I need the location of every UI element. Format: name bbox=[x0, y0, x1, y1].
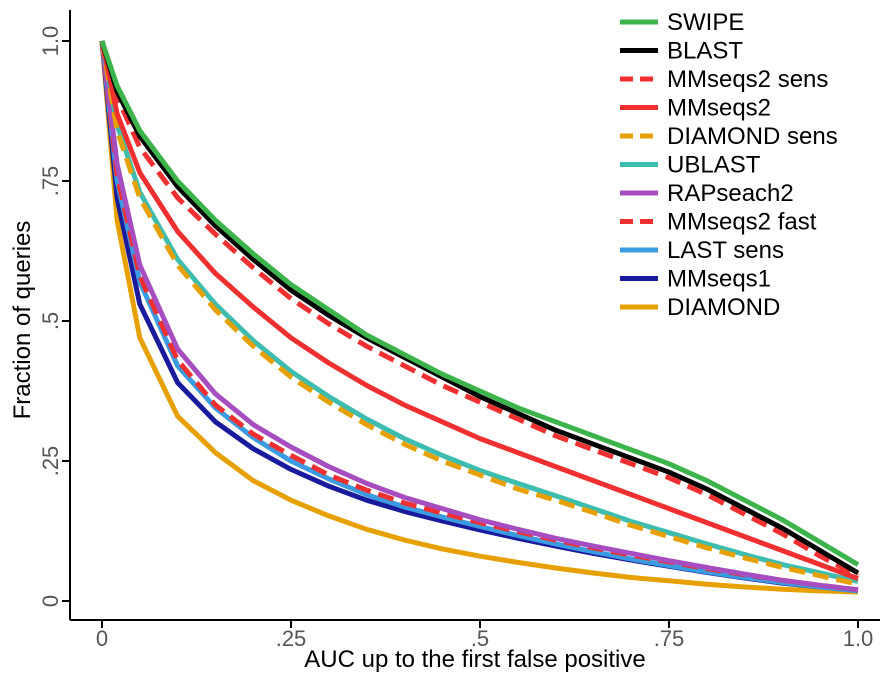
y-tick-label: 1.0 bbox=[38, 26, 63, 57]
x-tick-label: .5 bbox=[471, 626, 489, 651]
series-line-diamond bbox=[99, 40, 859, 595]
legend-label-diamond: DIAMOND bbox=[667, 294, 780, 321]
series-line-mmseqs2-sens bbox=[99, 40, 860, 579]
series-line-last-sens bbox=[99, 40, 859, 594]
series-line-rapseach2 bbox=[99, 40, 859, 593]
series-line-mmseqs2 bbox=[99, 40, 859, 581]
plot-area bbox=[69, 10, 880, 621]
x-tick-label: .75 bbox=[654, 626, 685, 651]
y-tick-label: 0 bbox=[38, 595, 63, 607]
legend-label-mmseqs2-sens: MMseqs2 sens bbox=[667, 66, 828, 93]
legend-label-blast: BLAST bbox=[667, 38, 743, 65]
legend-label-swipe: SWIPE bbox=[667, 9, 744, 36]
series-line-diamond-sens bbox=[99, 40, 859, 587]
x-tick-label: 1.0 bbox=[843, 626, 874, 651]
series-line-blast bbox=[99, 40, 860, 576]
y-axis-title: Fraction of queries bbox=[9, 221, 36, 420]
legend-label-last-sens: LAST sens bbox=[667, 237, 784, 264]
y-tick-label: .75 bbox=[38, 166, 63, 197]
legend-label-mmseqs2: MMseqs2 bbox=[667, 95, 771, 122]
x-tick-label: 0 bbox=[96, 626, 108, 651]
series-line-mmseqs2-fast bbox=[99, 40, 859, 593]
legend-label-mmseqs1: MMseqs1 bbox=[667, 266, 771, 293]
x-tick-label: .25 bbox=[276, 626, 307, 651]
legend-label-ublast: UBLAST bbox=[667, 152, 761, 179]
legend-label-diamond-sens: DIAMOND sens bbox=[667, 123, 838, 150]
legend-label-rapseach2: RAPseach2 bbox=[667, 180, 794, 207]
x-axis-title: AUC up to the first false positive bbox=[304, 646, 645, 673]
series-line-swipe bbox=[99, 40, 860, 567]
legend-label-mmseqs2-fast: MMseqs2 fast bbox=[667, 209, 817, 236]
y-tick-label: .5 bbox=[38, 312, 63, 330]
y-tick-label: .25 bbox=[38, 446, 63, 477]
series-line-ublast bbox=[99, 40, 859, 584]
axis-ticks: 0 .25 .5 .75 1.0 0 .25 .5 .75 1.0 bbox=[38, 26, 873, 651]
series-lines bbox=[99, 40, 860, 595]
